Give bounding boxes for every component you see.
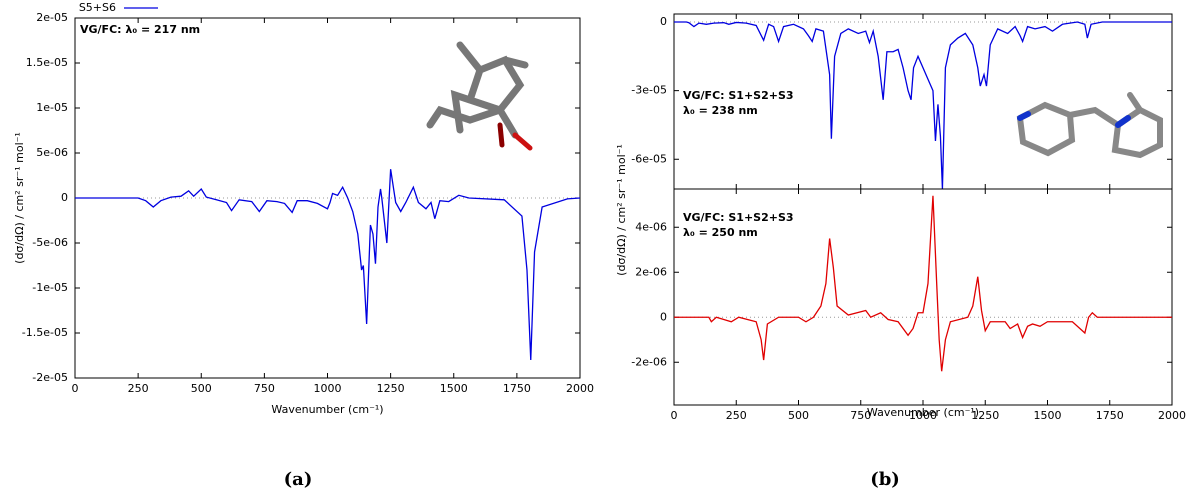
y-tick-label: 5e-06 xyxy=(36,146,68,159)
x-tick-label: 0 xyxy=(72,382,79,395)
annotation: VG/FC: S1+S2+S3 xyxy=(683,89,794,102)
y-tick-label: -2e-05 xyxy=(32,371,68,384)
x-tick-label: 250 xyxy=(128,382,149,395)
figure: (a) (b) 0 250 500 750 1000 1250 1500 1750 2000 -2… xyxy=(0,0,1186,496)
annotation: VG/FC: λ₀ = 217 nm xyxy=(80,23,200,36)
y-tick-label: -5e-06 xyxy=(32,236,68,249)
x-tick-label: 1750 xyxy=(503,382,531,395)
y-tick-label: -1.5e-05 xyxy=(22,326,68,339)
legend-label: S5+S6 xyxy=(79,1,116,14)
y-tick-label: -6e-05 xyxy=(631,152,667,165)
x-axis-label: Wavenumber (cm⁻¹) xyxy=(271,403,383,416)
y-tick-label: 0 xyxy=(61,191,68,204)
x-tick-label: 2000 xyxy=(1158,409,1186,422)
x-tick-label: 1250 xyxy=(377,382,405,395)
x-axis-label: Wavenumber (cm⁻¹) xyxy=(867,406,979,419)
x-tick-label: 2000 xyxy=(566,382,594,395)
annotation: λ₀ = 250 nm xyxy=(683,226,758,239)
x-tick-label: 1750 xyxy=(1096,409,1124,422)
panel-label: (a) xyxy=(284,469,313,490)
y-axis-label: (dσ/dΩ) / cm² sr⁻¹ mol⁻¹ xyxy=(615,144,628,276)
y-tick-label: 1.5e-05 xyxy=(26,56,68,69)
y-axis-label: (dσ/dΩ) / cm² sr⁻¹ mol⁻¹ xyxy=(13,132,26,264)
x-tick-label: 500 xyxy=(788,409,809,422)
y-tick-label: 2e-05 xyxy=(36,11,68,24)
y-tick-label: -1e-05 xyxy=(32,281,68,294)
y-tick-label: 2e-06 xyxy=(635,265,667,278)
x-tick-label: 750 xyxy=(254,382,275,395)
x-tick-label: 250 xyxy=(726,409,747,422)
molecule-b xyxy=(1020,95,1160,155)
x-tick-label: 1500 xyxy=(440,382,468,395)
annotation: VG/FC: S1+S2+S3 xyxy=(683,211,794,224)
molecule-a xyxy=(430,45,530,148)
y-tick-label: -2e-06 xyxy=(631,355,667,368)
x-tick-label: 1000 xyxy=(314,382,342,395)
y-tick-label: 0 xyxy=(660,310,667,323)
annotation: λ₀ = 238 nm xyxy=(683,104,758,117)
x-tick-label: 1500 xyxy=(1034,409,1062,422)
x-tick-label: 0 xyxy=(671,409,678,422)
y-tick-label: 0 xyxy=(660,15,667,28)
panel-label: (b) xyxy=(870,469,900,490)
y-tick-label: -3e-05 xyxy=(631,84,667,97)
x-tick-label: 500 xyxy=(191,382,212,395)
y-tick-label: 1e-05 xyxy=(36,101,68,114)
y-tick-label: 4e-06 xyxy=(635,220,667,233)
